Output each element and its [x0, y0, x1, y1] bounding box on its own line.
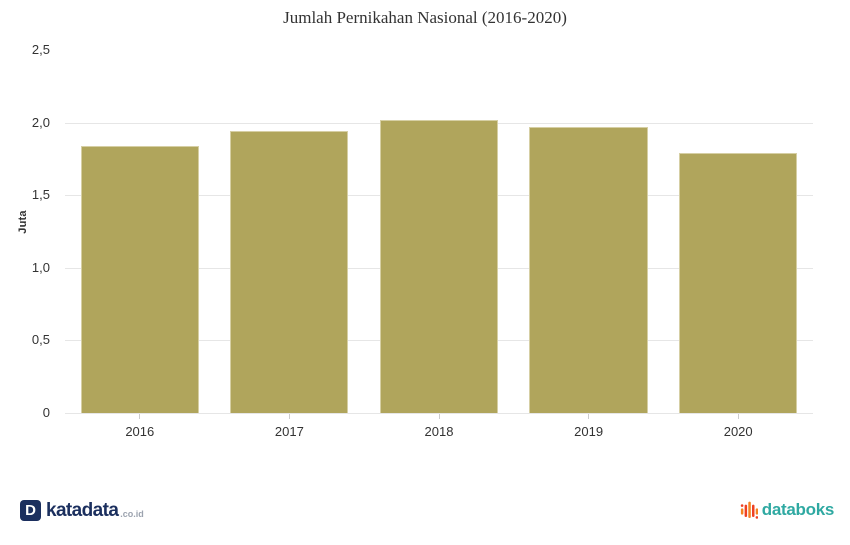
databoks-brand-text: databoks: [761, 500, 835, 519]
katadata-brand-text: katadata: [46, 499, 119, 521]
x-tick-label: 2020: [723, 424, 753, 439]
bar-slot: [65, 50, 215, 413]
bar-slot: [514, 50, 664, 413]
bar-series: [65, 50, 813, 413]
y-tick-label: 1,0: [31, 259, 50, 275]
bar-2017: [230, 131, 349, 413]
x-tick-label: 2016: [125, 424, 155, 439]
y-tick-label: 2,5: [31, 42, 50, 57]
databoks-pulse-icon: [740, 501, 758, 519]
bar-2020: [679, 153, 798, 413]
bar-slot: [215, 50, 365, 413]
bar-slot: [364, 50, 514, 413]
x-tick: [139, 414, 141, 419]
bar-2019: [529, 126, 648, 413]
x-tick-label: 2019: [574, 424, 604, 439]
x-tick: [288, 414, 290, 419]
bar-slot: [663, 50, 813, 413]
x-tick: [438, 414, 440, 419]
x-axis: 2016 2017 2018 2019 2020: [65, 414, 813, 448]
y-tick-label: 0,5: [31, 332, 50, 348]
bar-2018: [379, 119, 499, 413]
katadata-domain-suffix: .co.id: [120, 508, 144, 519]
y-tick-label: 1,5: [31, 187, 50, 203]
x-tick-label: 2017: [274, 424, 304, 439]
plot-area: [65, 50, 813, 414]
x-tick: [588, 414, 590, 419]
bar-2016: [80, 145, 199, 413]
footer: D katadata .co.id databoks: [0, 497, 850, 523]
gridline: [65, 413, 813, 414]
katadata-d-icon: D: [20, 499, 41, 521]
databoks-logo-link[interactable]: databoks: [740, 499, 834, 521]
y-tick-label: 0: [42, 405, 50, 420]
chart-title: Jumlah Pernikahan Nasional (2016-2020): [283, 8, 567, 27]
x-tick-label: 2018: [424, 424, 454, 439]
y-axis-labels: 0 0,5 1,0 1,5 2,0 2,5: [0, 42, 58, 420]
x-tick: [737, 414, 739, 419]
katadata-logo-link[interactable]: D katadata .co.id: [20, 499, 144, 521]
y-tick-label: 2,0: [31, 114, 50, 130]
